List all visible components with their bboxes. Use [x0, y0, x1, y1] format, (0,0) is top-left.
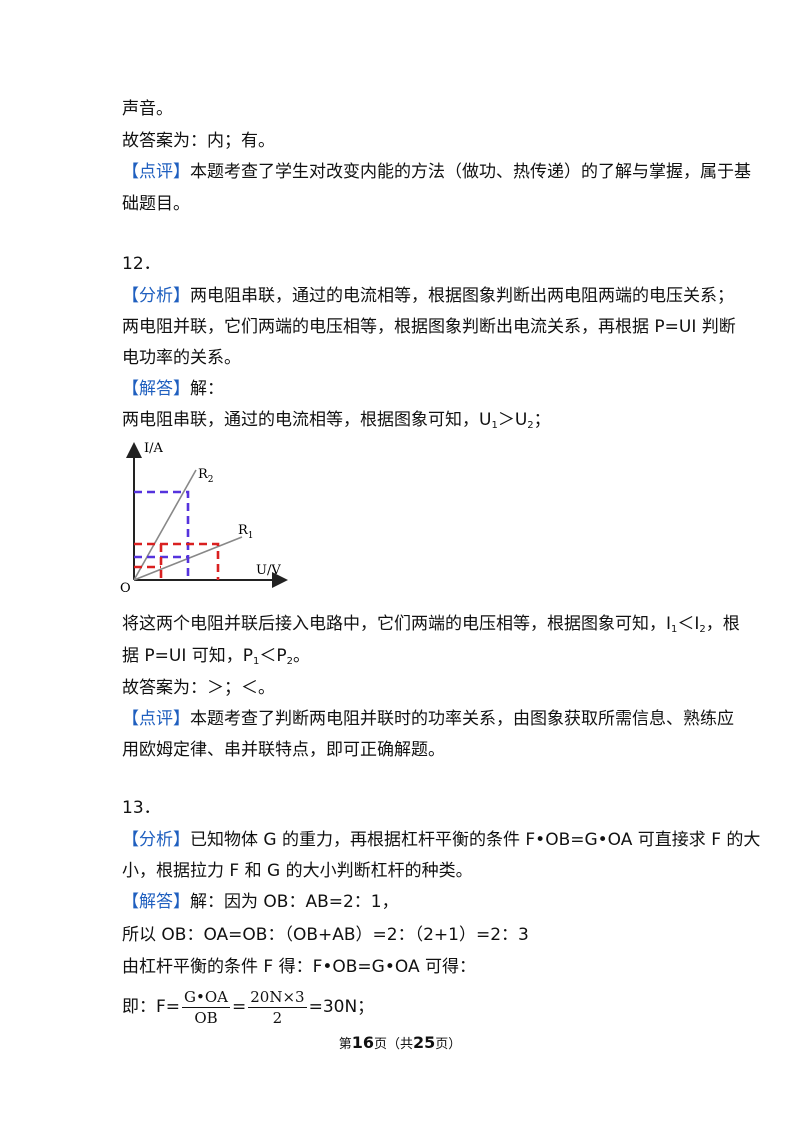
solution-text: 解： [190, 379, 224, 399]
analysis-text: 已知物体 G 的重力，再根据杠杆平衡的条件 F•OB=G•OA 可直接求 F 的… [190, 830, 761, 850]
comment-paragraph: 【点评】本题考查了学生对改变内能的方法（做功、热传递）的了解与掌握，属于基 [122, 160, 751, 184]
analysis-text-cont: 小，根据拉力 F 和 G 的大小判断杠杆的种类。 [122, 861, 473, 881]
comment-tag: 【点评】 [122, 709, 190, 729]
fraction-1: G•OA OB [182, 987, 230, 1027]
iu-graph: I/A U/V O R2 R1 [120, 441, 288, 592]
solution-tag: 【解答】 [122, 379, 190, 399]
page-total: 25 [413, 1033, 436, 1052]
analysis-text-cont: 两电阻并联，它们两端的电压相等，根据图象判断出电流关系，再根据 P=UI 判断 [122, 317, 736, 337]
r1-label: R1 [238, 523, 254, 541]
page-footer: 第16页（共25页） [338, 1033, 462, 1052]
analysis-paragraph: 【分析】两电阻串联，通过的电流相等，根据图象判断出两电阻两端的电压关系； [122, 284, 734, 308]
page-number: 16 [351, 1033, 374, 1052]
answer-line: 故答案为：内；有。 [122, 131, 275, 151]
origin-label: O [120, 581, 131, 592]
comment-text: 本题考查了判断两电阻并联时的功率关系，由图象获取所需信息、熟练应 [190, 709, 734, 729]
power-line: 据 P=UI 可知，P1＜P2。 [122, 646, 311, 667]
analysis-text: 两电阻串联，通过的电流相等，根据图象判断出两电阻两端的电压关系； [190, 286, 734, 306]
analysis-tag: 【分析】 [122, 286, 190, 306]
solution-heading: 【解答】解：因为 OB：AB=2：1， [122, 890, 399, 914]
comment-text: 本题考查了学生对改变内能的方法（做功、热传递）的了解与掌握，属于基 [190, 162, 751, 182]
comment-text-cont: 础题目。 [122, 194, 190, 214]
x-axis-label: U/V [256, 563, 281, 578]
solution-text: 解：因为 OB：AB=2：1， [190, 892, 399, 912]
question-number: 13． [122, 798, 161, 818]
solution-heading: 【解答】解： [122, 377, 224, 401]
answer-line: 故答案为：＞；＜。 [122, 678, 275, 698]
y-axis-label: I/A [144, 441, 164, 456]
equation-line: 即：F= G•OA OB = 20N×3 2 =30N； [122, 987, 375, 1027]
analysis-tag: 【分析】 [122, 830, 190, 850]
solution-line: 两电阻串联，通过的电流相等，根据图象可知，U1＞U2； [122, 410, 551, 431]
r2-label: R2 [198, 467, 214, 485]
question-number: 12． [122, 254, 161, 274]
solution-line: 由杠杆平衡的条件 F 得：F•OB=G•OA 可得： [122, 957, 476, 977]
comment-tag: 【点评】 [122, 162, 190, 182]
solution-line: 所以 OB：OA=OB：（OB+AB）=2：（2+1）=2：3 [122, 925, 529, 945]
analysis-paragraph: 【分析】已知物体 G 的重力，再根据杠杆平衡的条件 F•OB=G•OA 可直接求… [122, 828, 760, 852]
blue-dash-r2 [134, 490, 190, 580]
analysis-text-cont: 电功率的关系。 [122, 348, 241, 368]
solution-tag: 【解答】 [122, 892, 190, 912]
r2-line [133, 469, 197, 581]
parallel-line: 将这两个电阻并联后接入电路中，它们两端的电压相等，根据图象可知，I1＜I2，根 [122, 614, 740, 635]
comment-text-cont: 用欧姆定律、串并联特点，即可正确解题。 [122, 740, 445, 760]
fraction-2: 20N×3 2 [248, 987, 307, 1027]
comment-paragraph: 【点评】本题考查了判断两电阻并联时的功率关系，由图象获取所需信息、熟练应 [122, 707, 734, 731]
text-line: 声音。 [122, 99, 173, 119]
